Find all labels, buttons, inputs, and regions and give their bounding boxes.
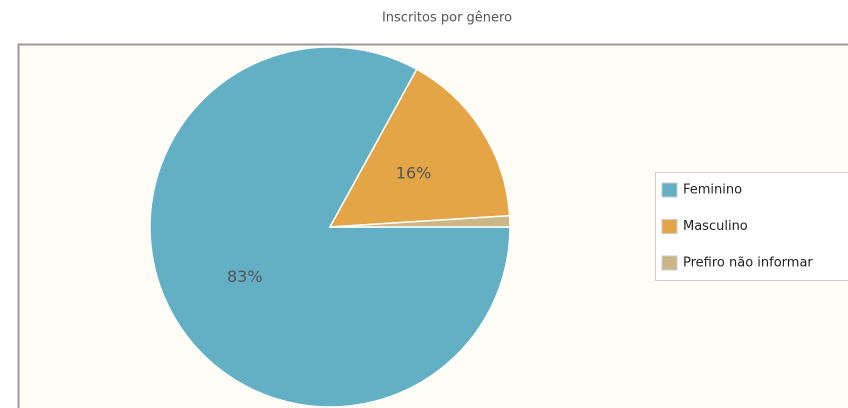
legend-label: Masculino [683,219,748,234]
legend-swatch [661,219,678,234]
legend-label: Feminino [683,183,742,198]
legend-swatch [661,255,678,271]
legend-label: Prefiro não informar [683,256,813,271]
legend [655,172,848,281]
chart-title: Inscritos por gênero [382,11,512,26]
data-label: 16% [396,163,432,182]
pie-slice [149,46,511,408]
pie-slice [329,214,511,228]
legend-swatch [661,182,678,198]
pie-slice [328,68,511,228]
data-label: 83% [227,267,263,286]
